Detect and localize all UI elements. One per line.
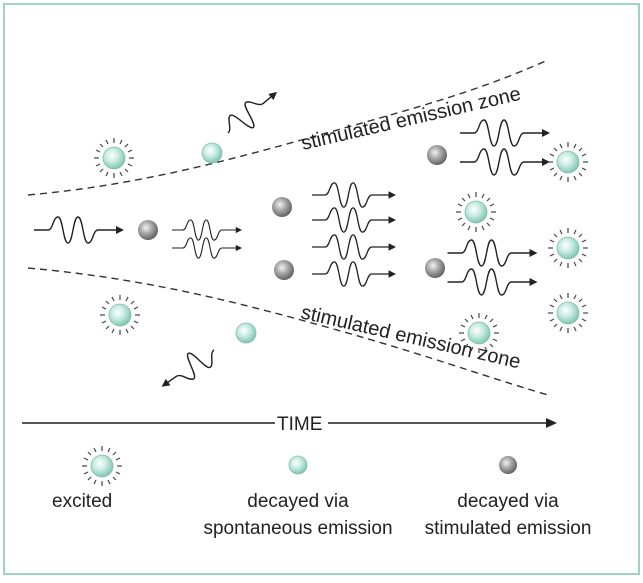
decayed-spontaneous-atom — [201, 142, 223, 164]
decayed-stimulated-atoms — [138, 145, 447, 280]
excited-atoms — [94, 138, 589, 354]
frame-border — [3, 3, 640, 575]
legend-spontaneous-icon — [288, 455, 308, 475]
decayed-stimulated-atom — [274, 260, 294, 280]
legend-stimulated-icon — [499, 456, 517, 474]
legend: excited decayed via spontaneous emission… — [52, 445, 592, 539]
spontaneous-photon-up — [227, 91, 278, 134]
legend-excited-label: excited — [52, 491, 112, 512]
spontaneous-photon-down — [161, 349, 215, 387]
decayed-stimulated-atom — [427, 145, 447, 165]
time-label: TIME — [277, 414, 322, 435]
zone-boundary-top — [27, 59, 549, 196]
legend-stimulated-label-1: decayed via — [457, 491, 559, 512]
legend-stimulated-label-2: stimulated emission — [425, 518, 592, 539]
zone-boundary-bottom — [27, 267, 549, 396]
decayed-spontaneous-atom — [235, 322, 257, 344]
decayed-stimulated-atom — [272, 197, 292, 217]
decayed-stimulated-atom — [138, 220, 158, 240]
decayed-stimulated-atom — [425, 258, 445, 278]
time-axis-arrowhead — [546, 418, 557, 428]
excited-atom — [94, 138, 134, 178]
legend-spontaneous-label-2: spontaneous emission — [203, 518, 392, 539]
legend-spontaneous-label-1: decayed via — [247, 491, 349, 512]
